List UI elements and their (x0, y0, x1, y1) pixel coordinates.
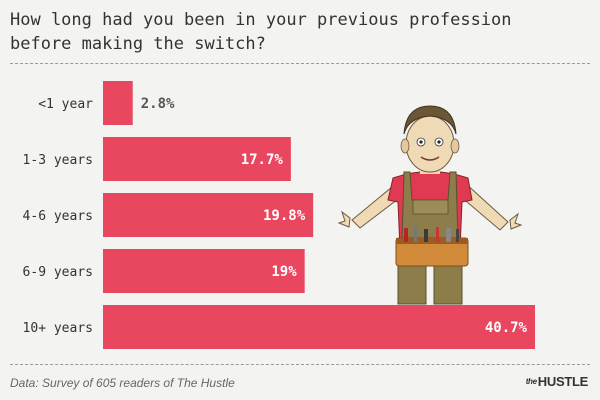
category-label: 6-9 years (23, 265, 93, 280)
value-label: 40.7% (485, 320, 528, 336)
value-label: 19% (271, 264, 297, 280)
category-label: 1-3 years (23, 153, 93, 168)
title-divider (10, 63, 590, 64)
bar (103, 81, 133, 125)
category-label: 4-6 years (23, 209, 93, 224)
bar (103, 305, 535, 349)
value-label: 17.7% (241, 152, 284, 168)
handyman-with-toolbelt-illustration (337, 105, 523, 305)
brand-logo: theHUSTLE (525, 374, 589, 389)
brand-name: HUSTLE (537, 374, 589, 389)
bar (103, 193, 314, 237)
source-note: Data: Survey of 605 readers of The Hustl… (10, 376, 235, 390)
chart-title: How long had you been in your previous p… (10, 10, 512, 54)
bar (103, 249, 305, 293)
category-label: 10+ years (23, 321, 93, 336)
value-label: 2.8% (141, 96, 175, 112)
brand-prefix: the (525, 377, 537, 386)
footer-divider (10, 364, 590, 365)
category-label: <1 year (38, 97, 93, 112)
value-label: 19.8% (263, 208, 306, 224)
bar (103, 137, 291, 181)
